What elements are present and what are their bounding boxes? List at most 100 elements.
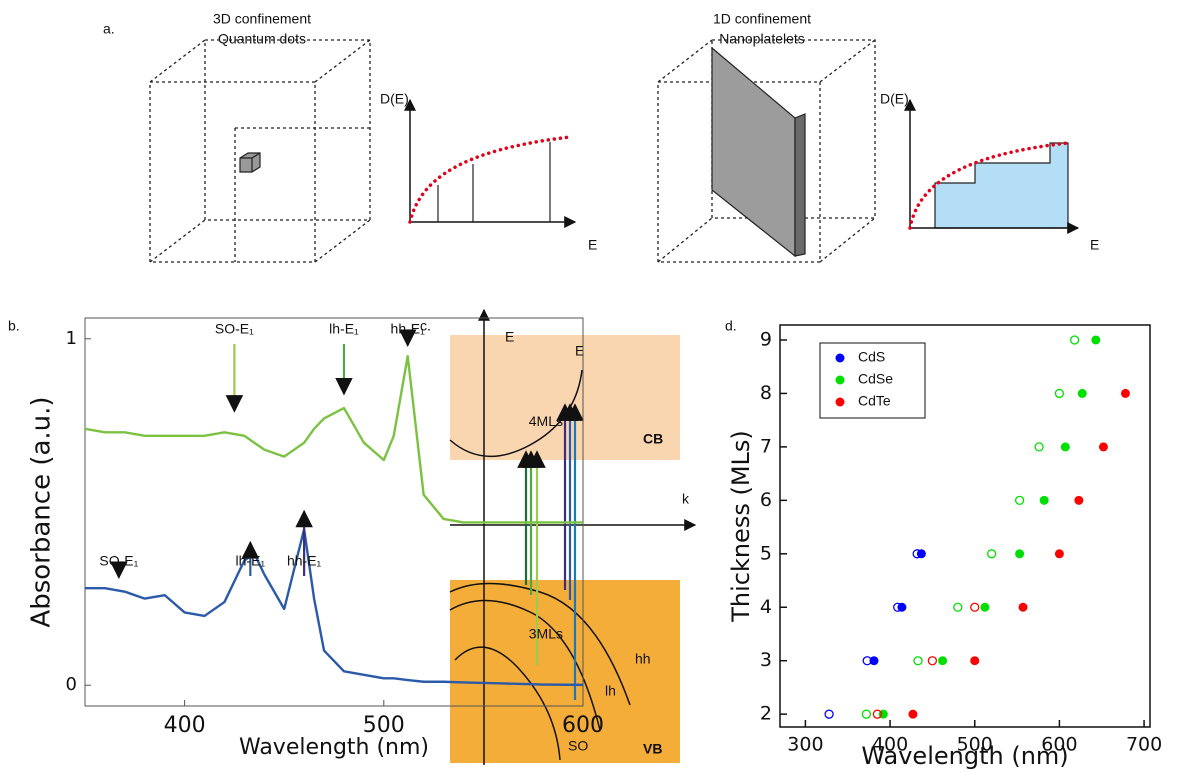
x-tick-label: 400 xyxy=(872,734,908,756)
x-tick-label: 600 xyxy=(1041,734,1077,756)
x-tick-label: 300 xyxy=(787,734,823,756)
point xyxy=(970,656,980,666)
y-tick-label: 1 xyxy=(66,328,77,349)
annotation: SO-E₁ xyxy=(215,321,254,337)
open-point xyxy=(1014,495,1025,505)
energy-label: E xyxy=(588,237,597,253)
legend-label: CdTe xyxy=(858,393,891,409)
y-tick-label: 0 xyxy=(66,674,77,695)
quantum-dot xyxy=(239,152,261,173)
point xyxy=(980,602,990,612)
band-label: hh xyxy=(635,651,651,667)
spectrum xyxy=(84,354,583,524)
series-label: 4MLs xyxy=(529,413,563,429)
annotation: lh-E₁ xyxy=(329,321,359,337)
x-axis-label: Wavelength (nm) xyxy=(861,742,1068,770)
open-point xyxy=(861,709,872,719)
x-tick-label: 500 xyxy=(957,734,993,756)
y-tick-label: 6 xyxy=(760,489,772,511)
valence-band xyxy=(450,580,680,763)
electron-band-label: E xyxy=(575,343,584,359)
point xyxy=(1120,388,1130,398)
legend-marker xyxy=(835,375,845,385)
qd-title: 3D confinement xyxy=(213,11,311,27)
energy-label: E xyxy=(1090,237,1099,253)
annotation: SO-E₁ xyxy=(99,553,138,569)
panel-a: 3D confinement Quantum dots D(E) E 1D co… xyxy=(149,11,1099,263)
annotation: hh-E₁ xyxy=(391,321,426,337)
y-tick-label: 4 xyxy=(760,596,772,618)
annotation: hh-E₁ xyxy=(287,553,322,569)
energy-axis-label: E xyxy=(505,329,514,345)
y-axis-label: Thickness (MLs) xyxy=(727,430,755,623)
cube xyxy=(657,39,876,263)
plot-frame xyxy=(84,317,584,707)
point xyxy=(1077,388,1087,398)
panel-label: b. xyxy=(8,318,20,334)
band-label: lh xyxy=(605,683,616,699)
open-point xyxy=(1069,335,1080,345)
open-point xyxy=(872,709,883,719)
cb-dispersion xyxy=(449,369,583,457)
legend-marker xyxy=(835,397,845,407)
point xyxy=(1015,549,1025,559)
point xyxy=(1018,602,1028,612)
band-label: SO xyxy=(568,738,588,754)
point xyxy=(1074,495,1084,505)
charts: 400 500 600 0 1 Wavelength (nm) Absorbance (a.… xyxy=(27,317,1162,770)
dos-level xyxy=(437,142,551,222)
point xyxy=(869,656,879,666)
cube xyxy=(149,39,371,263)
point xyxy=(1039,495,1049,505)
y-tick-label: 9 xyxy=(760,328,772,350)
vb-label: VB xyxy=(643,741,662,757)
annotation: lh-E₁ xyxy=(236,553,266,569)
spectrum xyxy=(85,528,584,687)
open-point xyxy=(913,656,923,666)
panel-label: d. xyxy=(725,318,737,334)
open-point xyxy=(1054,388,1065,399)
point xyxy=(1098,442,1108,452)
dos-label: D(E) xyxy=(380,91,409,107)
y-tick-label: 2 xyxy=(760,703,772,725)
open-point xyxy=(912,549,922,559)
x-tick-label: 500 xyxy=(363,713,405,738)
cb-label: CB xyxy=(643,431,663,447)
y-tick-label: 5 xyxy=(760,542,772,564)
x-tick-label: 600 xyxy=(562,713,604,738)
np-subtitle: Nanoplatelets xyxy=(719,31,805,47)
nanoplatelet xyxy=(711,46,796,258)
open-point xyxy=(893,602,903,612)
x-tick-label: 400 xyxy=(164,713,206,738)
dos-curve xyxy=(408,135,572,224)
open-point xyxy=(1034,442,1044,452)
y-tick-label: 8 xyxy=(760,382,772,404)
transitions xyxy=(517,403,584,700)
np-title: 1D confinement xyxy=(713,11,811,27)
legend-label: CdS xyxy=(858,349,885,365)
x-axis-label: Wavelength (nm) xyxy=(239,735,429,760)
plot-frame xyxy=(779,324,1151,728)
point xyxy=(908,709,918,719)
vb-dispersion xyxy=(449,582,631,761)
y-tick-label: 3 xyxy=(760,649,772,671)
legend-label: CdSe xyxy=(858,371,893,387)
open-point xyxy=(987,549,997,559)
y-tick-label: 7 xyxy=(760,435,772,457)
open-point xyxy=(970,602,980,612)
open-point xyxy=(824,709,834,719)
open-point xyxy=(862,656,872,666)
nanoplatelet-side xyxy=(794,113,806,257)
panel-label: a. xyxy=(103,21,115,37)
point xyxy=(1091,335,1101,345)
dos-steps xyxy=(934,142,1069,229)
point xyxy=(938,656,948,666)
momentum-axis-label: k xyxy=(682,491,690,507)
legend-marker xyxy=(835,353,845,363)
y-axis-label: Absorbance (a.u.) xyxy=(27,396,57,627)
point xyxy=(1060,442,1070,452)
panel-label: c. xyxy=(420,318,431,334)
open-point xyxy=(927,656,938,666)
